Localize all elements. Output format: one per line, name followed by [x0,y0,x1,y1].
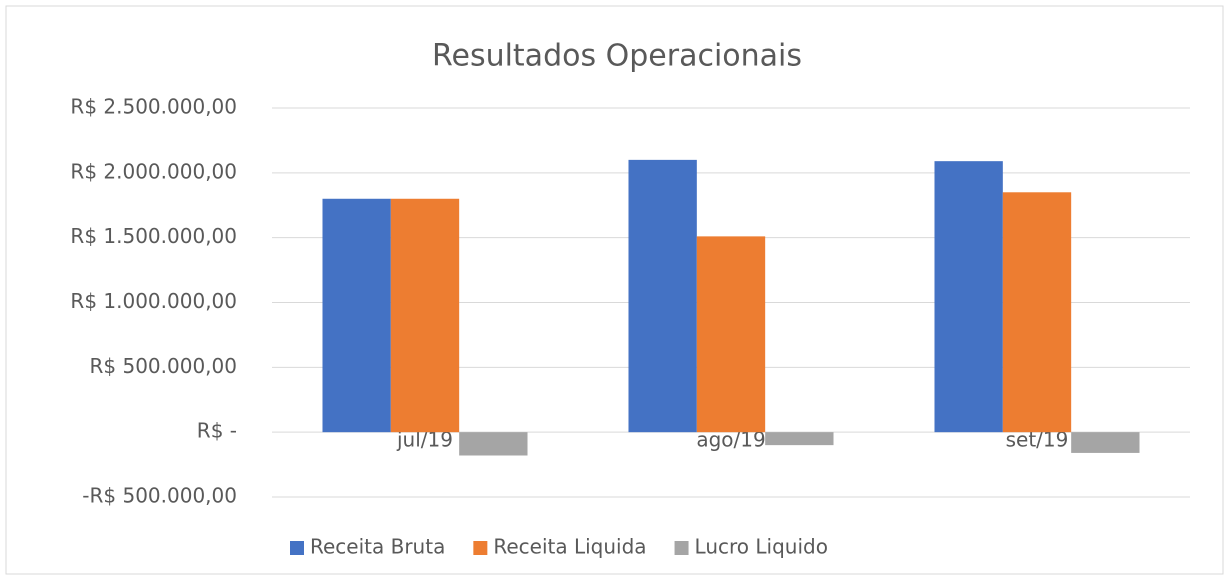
y-tick-label: R$ - [197,419,237,443]
y-tick-label: -R$ 500.000,00 [82,484,237,508]
chart-title: Resultados Operacionais [432,39,802,74]
legend-label: Receita Liquida [493,535,646,559]
bar [696,236,766,433]
legend-label: Receita Bruta [310,535,445,559]
bar [628,159,697,433]
bar [765,432,834,446]
bar [1002,192,1072,433]
y-tick-label: R$ 2.500.000,00 [70,95,237,119]
legend-label: Lucro Liquido [695,535,828,559]
bar [1071,432,1140,453]
bar [322,198,391,433]
bar [459,432,528,456]
bar [934,161,1003,433]
y-tick-label: R$ 1.000.000,00 [70,289,237,313]
legend-swatch [290,541,304,555]
y-tick-label: R$ 500.000,00 [90,354,238,378]
bar [390,198,460,433]
legend-swatch [473,541,488,555]
y-tick-label: R$ 1.500.000,00 [70,224,237,248]
y-tick-label: R$ 2.000.000,00 [70,159,237,183]
legend-swatch [674,541,689,555]
